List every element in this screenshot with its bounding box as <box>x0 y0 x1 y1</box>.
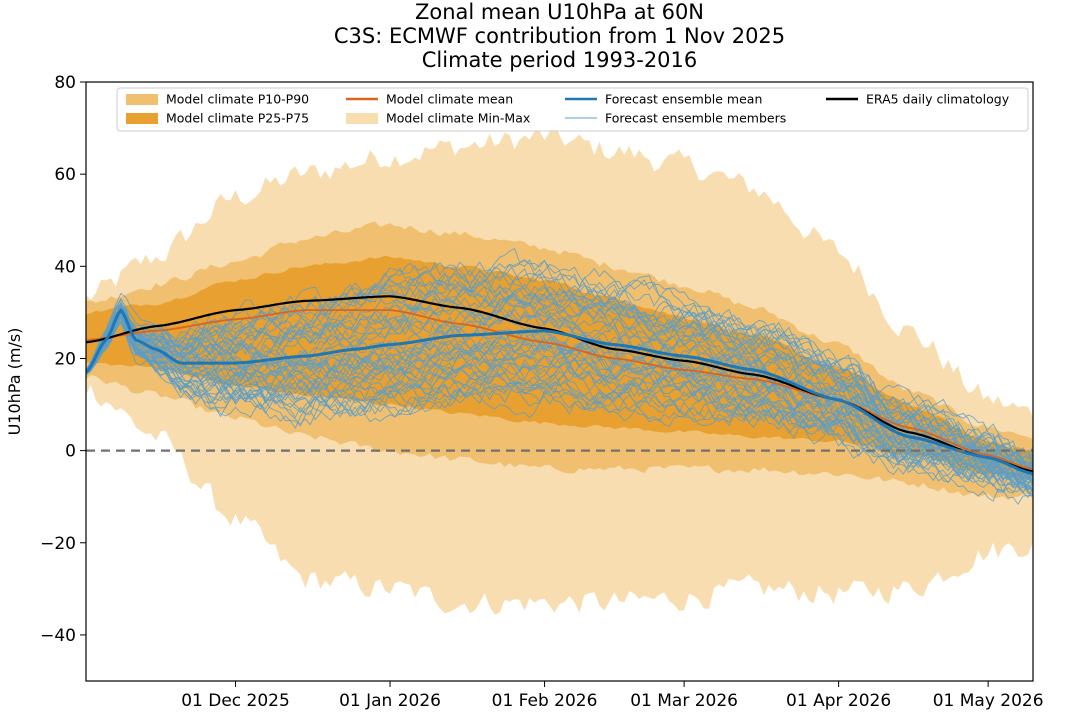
y-tick-label: −40 <box>40 626 76 646</box>
y-tick-label: 0 <box>65 442 76 462</box>
legend-item: Model climate P25-P75 <box>126 111 309 126</box>
x-tick-label: 01 Jan 2026 <box>339 691 441 711</box>
title-line-1: Zonal mean U10hPa at 60N <box>415 0 704 24</box>
title-line-2: C3S: ECMWF contribution from 1 Nov 2025 <box>334 24 785 48</box>
legend-item: Model climate P10-P90 <box>126 92 309 107</box>
legend-label: Model climate P25-P75 <box>166 111 309 126</box>
legend-label: Forecast ensemble mean <box>605 92 762 107</box>
ensemble-member-line <box>86 259 1033 465</box>
axes-frame <box>85 81 1034 682</box>
y-tick-label: 80 <box>54 73 76 93</box>
ensemble-member-line <box>86 307 1033 483</box>
ensemble-member-line <box>86 260 1033 459</box>
legend-label: Model climate mean <box>386 92 513 107</box>
ensemble-member-line <box>86 312 1033 479</box>
legend-box <box>116 87 1029 132</box>
title-line-3: Climate period 1993-2016 <box>422 48 698 72</box>
ensemble-member-line <box>86 287 1033 475</box>
ensemble-member-line <box>86 284 1033 471</box>
axes: −40 −20 0 20 40 60 80 01 Dec 2025 01 Jan 2026 01 … <box>40 73 1043 711</box>
ensemble-member-line <box>86 286 1033 466</box>
ensemble-member-line <box>86 308 1033 473</box>
legend: Model climate P10-P90 Model climate P25-P… <box>116 87 1029 132</box>
ensemble-member-line <box>86 309 1033 484</box>
y-axis-label: U10hPa (m/s) <box>5 328 24 436</box>
legend-item: ERA5 daily climatology <box>826 92 1010 107</box>
model-climate-mean-line <box>86 309 1033 470</box>
x-tick-label: 01 Mar 2026 <box>630 691 738 711</box>
legend-item: Model climate Min-Max <box>346 111 530 126</box>
y-tick-label: 60 <box>54 165 76 185</box>
legend-swatch <box>126 113 158 124</box>
chart-title: Zonal mean U10hPa at 60N C3S: ECMWF cont… <box>334 0 785 72</box>
legend-label: ERA5 daily climatology <box>866 92 1010 107</box>
x-tick-label: 01 Feb 2026 <box>492 691 598 711</box>
ensemble-member-line <box>86 315 1033 502</box>
x-tick-label: 01 Apr 2026 <box>786 691 891 711</box>
ensemble-member-line <box>86 292 1033 478</box>
legend-label: Model climate P10-P90 <box>166 92 309 107</box>
ensemble-member-line <box>86 285 1033 481</box>
legend-item: Forecast ensemble members <box>565 111 786 126</box>
y-tick-label: 20 <box>54 349 76 369</box>
ensemble-member-line <box>86 316 1033 488</box>
y-tick-label: −20 <box>40 534 76 554</box>
ensemble-member-line <box>86 263 1033 473</box>
ensemble-member-line <box>86 310 1033 484</box>
forecast-ensemble-mean-line <box>86 308 1033 476</box>
legend-label: Model climate Min-Max <box>386 111 530 126</box>
x-tick-label: 01 Dec 2025 <box>181 691 290 711</box>
ensemble-member-line <box>86 297 1033 464</box>
ensemble-member-line <box>86 321 1033 494</box>
legend-swatch <box>126 94 158 105</box>
ensemble-members <box>86 247 1033 506</box>
y-tick-label: 40 <box>54 257 76 277</box>
ensemble-member-line <box>86 315 1033 486</box>
ensemble-member-line <box>86 307 1033 492</box>
legend-item: Model climate mean <box>346 92 513 107</box>
legend-label: Forecast ensemble members <box>605 111 786 126</box>
x-tick-label: 01 May 2026 <box>933 691 1044 711</box>
ensemble-member-line <box>86 314 1033 481</box>
legend-swatch <box>346 113 378 124</box>
legend-item: Forecast ensemble mean <box>565 92 762 107</box>
ensemble-member-line <box>86 247 1033 465</box>
plot-area <box>86 82 1033 681</box>
